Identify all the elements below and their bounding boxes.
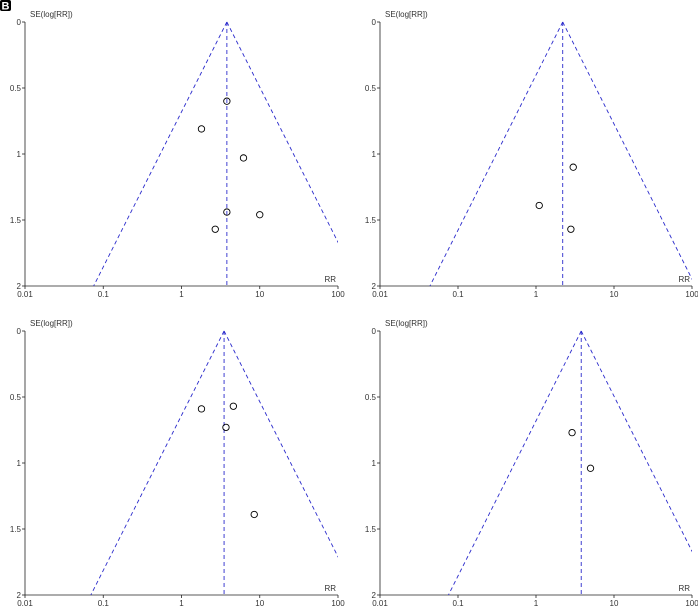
y-tick-label: 1: [372, 459, 377, 468]
x-tick-label: 1: [534, 599, 539, 606]
study-point: [223, 208, 231, 216]
funnel-lines: [90, 330, 338, 595]
x-tick-label: 100: [331, 599, 345, 606]
y-tick-label: 2: [372, 591, 377, 600]
funnel-right-limit: [580, 330, 692, 553]
x-axis-title: RR: [324, 584, 336, 593]
y-tick-label: 0.5: [10, 84, 22, 93]
study-point: [222, 423, 230, 432]
funnel-plot-3: 0 0.5 1 1.5 20.01 0.1 1 10 100 SE(log[RR]) RR: [10, 319, 345, 606]
y-axis-title: SE(log[RR]): [30, 10, 73, 19]
y-tick-label: 1.5: [365, 216, 377, 225]
x-tick-label: 100: [685, 599, 698, 606]
funnel-plot-4: 0 0.5 1 1.5 20.01 0.1 1 10 100 SE(log[RR]) RR: [365, 319, 698, 606]
x-axis-title: RR: [678, 275, 690, 284]
panel-label-background: [0, 0, 11, 11]
funnel-plot-1: 0 0.5 1 1.5 20.01 0.1 1 10 100 SE(log[RR]) RR: [10, 10, 345, 299]
y-tick-label: 1: [17, 150, 22, 159]
y-tick-label: 0: [17, 18, 22, 27]
funnel-left-limit: [429, 21, 564, 286]
panel-label-text: B: [2, 1, 10, 13]
x-tick-label: 1: [534, 290, 539, 299]
study-point: [223, 97, 231, 105]
y-tick-label: 2: [17, 282, 22, 291]
study-point: [256, 211, 264, 219]
funnel-lines: [448, 330, 692, 595]
funnel-left-limit: [93, 21, 228, 286]
study-point: [568, 428, 576, 437]
y-tick-label: 0: [17, 327, 22, 336]
study-point: [197, 125, 206, 133]
y-tick-label: 1: [372, 150, 377, 159]
x-tick-label: 0.1: [452, 290, 464, 299]
study-point: [197, 405, 206, 413]
y-tick-label: 2: [372, 282, 377, 291]
y-axis-title: SE(log[RR]): [385, 10, 428, 19]
y-tick-label: 1.5: [365, 525, 377, 534]
panels-container: 00.511.520.01 0.1 1 10 100SE(log[RR])RR00.51…: [10, 10, 698, 606]
x-tick-label: 0.01: [17, 599, 33, 606]
y-tick-label: 0: [372, 327, 377, 336]
x-axis-title: RR: [678, 584, 690, 593]
funnel-right-limit: [562, 21, 692, 281]
funnel-right-limit: [226, 21, 338, 244]
x-tick-label: 0.1: [452, 599, 464, 606]
y-tick-label: 0.5: [10, 393, 22, 402]
y-tick-label: 1.5: [10, 216, 22, 225]
x-tick-label: 0.1: [98, 599, 110, 606]
funnel-left-limit: [448, 330, 582, 595]
x-tick-label: 10: [255, 599, 264, 606]
study-point: [567, 225, 575, 233]
study-point: [586, 464, 595, 472]
y-tick-label: 1: [17, 459, 22, 468]
study-point: [250, 510, 258, 519]
x-tick-label: 0.01: [372, 599, 388, 606]
funnel-right-limit: [223, 330, 338, 558]
y-tick-label: 0.5: [365, 393, 377, 402]
x-tick-label: 10: [610, 599, 619, 606]
x-tick-label: 0.01: [372, 290, 388, 299]
study-point: [569, 163, 577, 171]
x-tick-label: 1: [179, 290, 184, 299]
study-point: [535, 201, 543, 210]
y-tick-label: 2: [17, 591, 22, 600]
x-tick-label: 0.01: [17, 290, 33, 299]
x-tick-label: 100: [685, 290, 698, 299]
y-axis-title: SE(log[RR]): [30, 319, 73, 328]
y-tick-label: 0: [372, 18, 377, 27]
x-tick-label: 1: [179, 599, 184, 606]
funnel-lines: [93, 21, 338, 286]
x-tick-label: 100: [331, 290, 345, 299]
panel-label: B: [0, 0, 11, 13]
y-axis-title: SE(log[RR]): [385, 319, 428, 328]
x-tick-label: 10: [610, 290, 619, 299]
study-point: [211, 225, 219, 233]
x-tick-label: 10: [255, 290, 264, 299]
study-point: [239, 154, 248, 162]
x-axis-title: RR: [324, 275, 336, 284]
x-tick-label: 0.1: [98, 290, 110, 299]
y-tick-label: 0.5: [365, 84, 377, 93]
study-point: [229, 402, 238, 410]
funnel-lines: [429, 21, 692, 286]
funnel-left-limit: [90, 330, 225, 595]
y-tick-label: 1.5: [10, 525, 22, 534]
funnel-plot-2: 0 0.5 1 1.5 20.01 0.1 1 10 100 SE(log[RR]) RR: [365, 10, 698, 299]
